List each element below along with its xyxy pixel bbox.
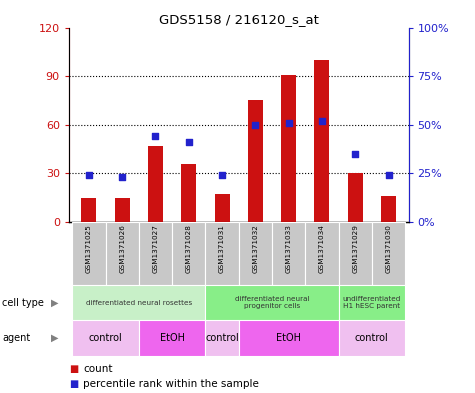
- Point: [318, 118, 326, 124]
- Point: [352, 151, 359, 157]
- Bar: [348, 173, 363, 222]
- Bar: [72, 285, 205, 320]
- Bar: [314, 60, 330, 222]
- Text: GSM1371027: GSM1371027: [152, 224, 159, 273]
- Text: GSM1371031: GSM1371031: [219, 224, 225, 273]
- Text: differentiated neural
progenitor cells: differentiated neural progenitor cells: [235, 296, 309, 309]
- Bar: [148, 146, 163, 222]
- Text: agent: agent: [2, 333, 30, 343]
- Bar: [239, 320, 339, 356]
- Text: percentile rank within the sample: percentile rank within the sample: [83, 379, 259, 389]
- Bar: [381, 196, 396, 222]
- Point: [252, 122, 259, 128]
- Point: [152, 133, 159, 140]
- Bar: [205, 285, 339, 320]
- Bar: [114, 198, 130, 222]
- Bar: [205, 222, 239, 285]
- Text: differentiated neural rosettes: differentiated neural rosettes: [86, 299, 192, 306]
- Bar: [281, 75, 296, 222]
- Text: GSM1371025: GSM1371025: [86, 224, 92, 273]
- Text: GSM1371034: GSM1371034: [319, 224, 325, 273]
- Bar: [172, 222, 205, 285]
- Bar: [239, 222, 272, 285]
- Text: control: control: [355, 333, 389, 343]
- Point: [218, 172, 226, 178]
- Text: EtOH: EtOH: [160, 333, 185, 343]
- Text: ■: ■: [69, 379, 78, 389]
- Bar: [181, 163, 196, 222]
- Text: undifferentiated
H1 hESC parent: undifferentiated H1 hESC parent: [342, 296, 401, 309]
- Bar: [139, 320, 205, 356]
- Bar: [339, 285, 405, 320]
- Bar: [272, 222, 305, 285]
- Text: GSM1371030: GSM1371030: [386, 224, 391, 273]
- Point: [385, 172, 392, 178]
- Text: count: count: [83, 364, 113, 375]
- Bar: [72, 222, 105, 285]
- Bar: [139, 222, 172, 285]
- Bar: [372, 222, 405, 285]
- Bar: [105, 222, 139, 285]
- Text: ■: ■: [69, 364, 78, 375]
- Title: GDS5158 / 216120_s_at: GDS5158 / 216120_s_at: [159, 13, 319, 26]
- Text: GSM1371028: GSM1371028: [186, 224, 192, 273]
- Text: GSM1371032: GSM1371032: [252, 224, 258, 273]
- Bar: [248, 101, 263, 222]
- Text: cell type: cell type: [2, 298, 44, 308]
- Text: GSM1371026: GSM1371026: [119, 224, 125, 273]
- Point: [118, 174, 126, 180]
- Text: GSM1371033: GSM1371033: [285, 224, 292, 273]
- Bar: [72, 320, 139, 356]
- Bar: [205, 320, 239, 356]
- Text: control: control: [89, 333, 123, 343]
- Text: GSM1371029: GSM1371029: [352, 224, 358, 273]
- Point: [85, 172, 93, 178]
- Text: EtOH: EtOH: [276, 333, 301, 343]
- Bar: [215, 195, 229, 222]
- Text: ▶: ▶: [51, 333, 58, 343]
- Point: [185, 139, 192, 145]
- Bar: [339, 222, 372, 285]
- Bar: [305, 222, 339, 285]
- Bar: [339, 320, 405, 356]
- Point: [285, 120, 293, 126]
- Text: control: control: [205, 333, 239, 343]
- Bar: [81, 198, 96, 222]
- Text: ▶: ▶: [51, 298, 58, 308]
